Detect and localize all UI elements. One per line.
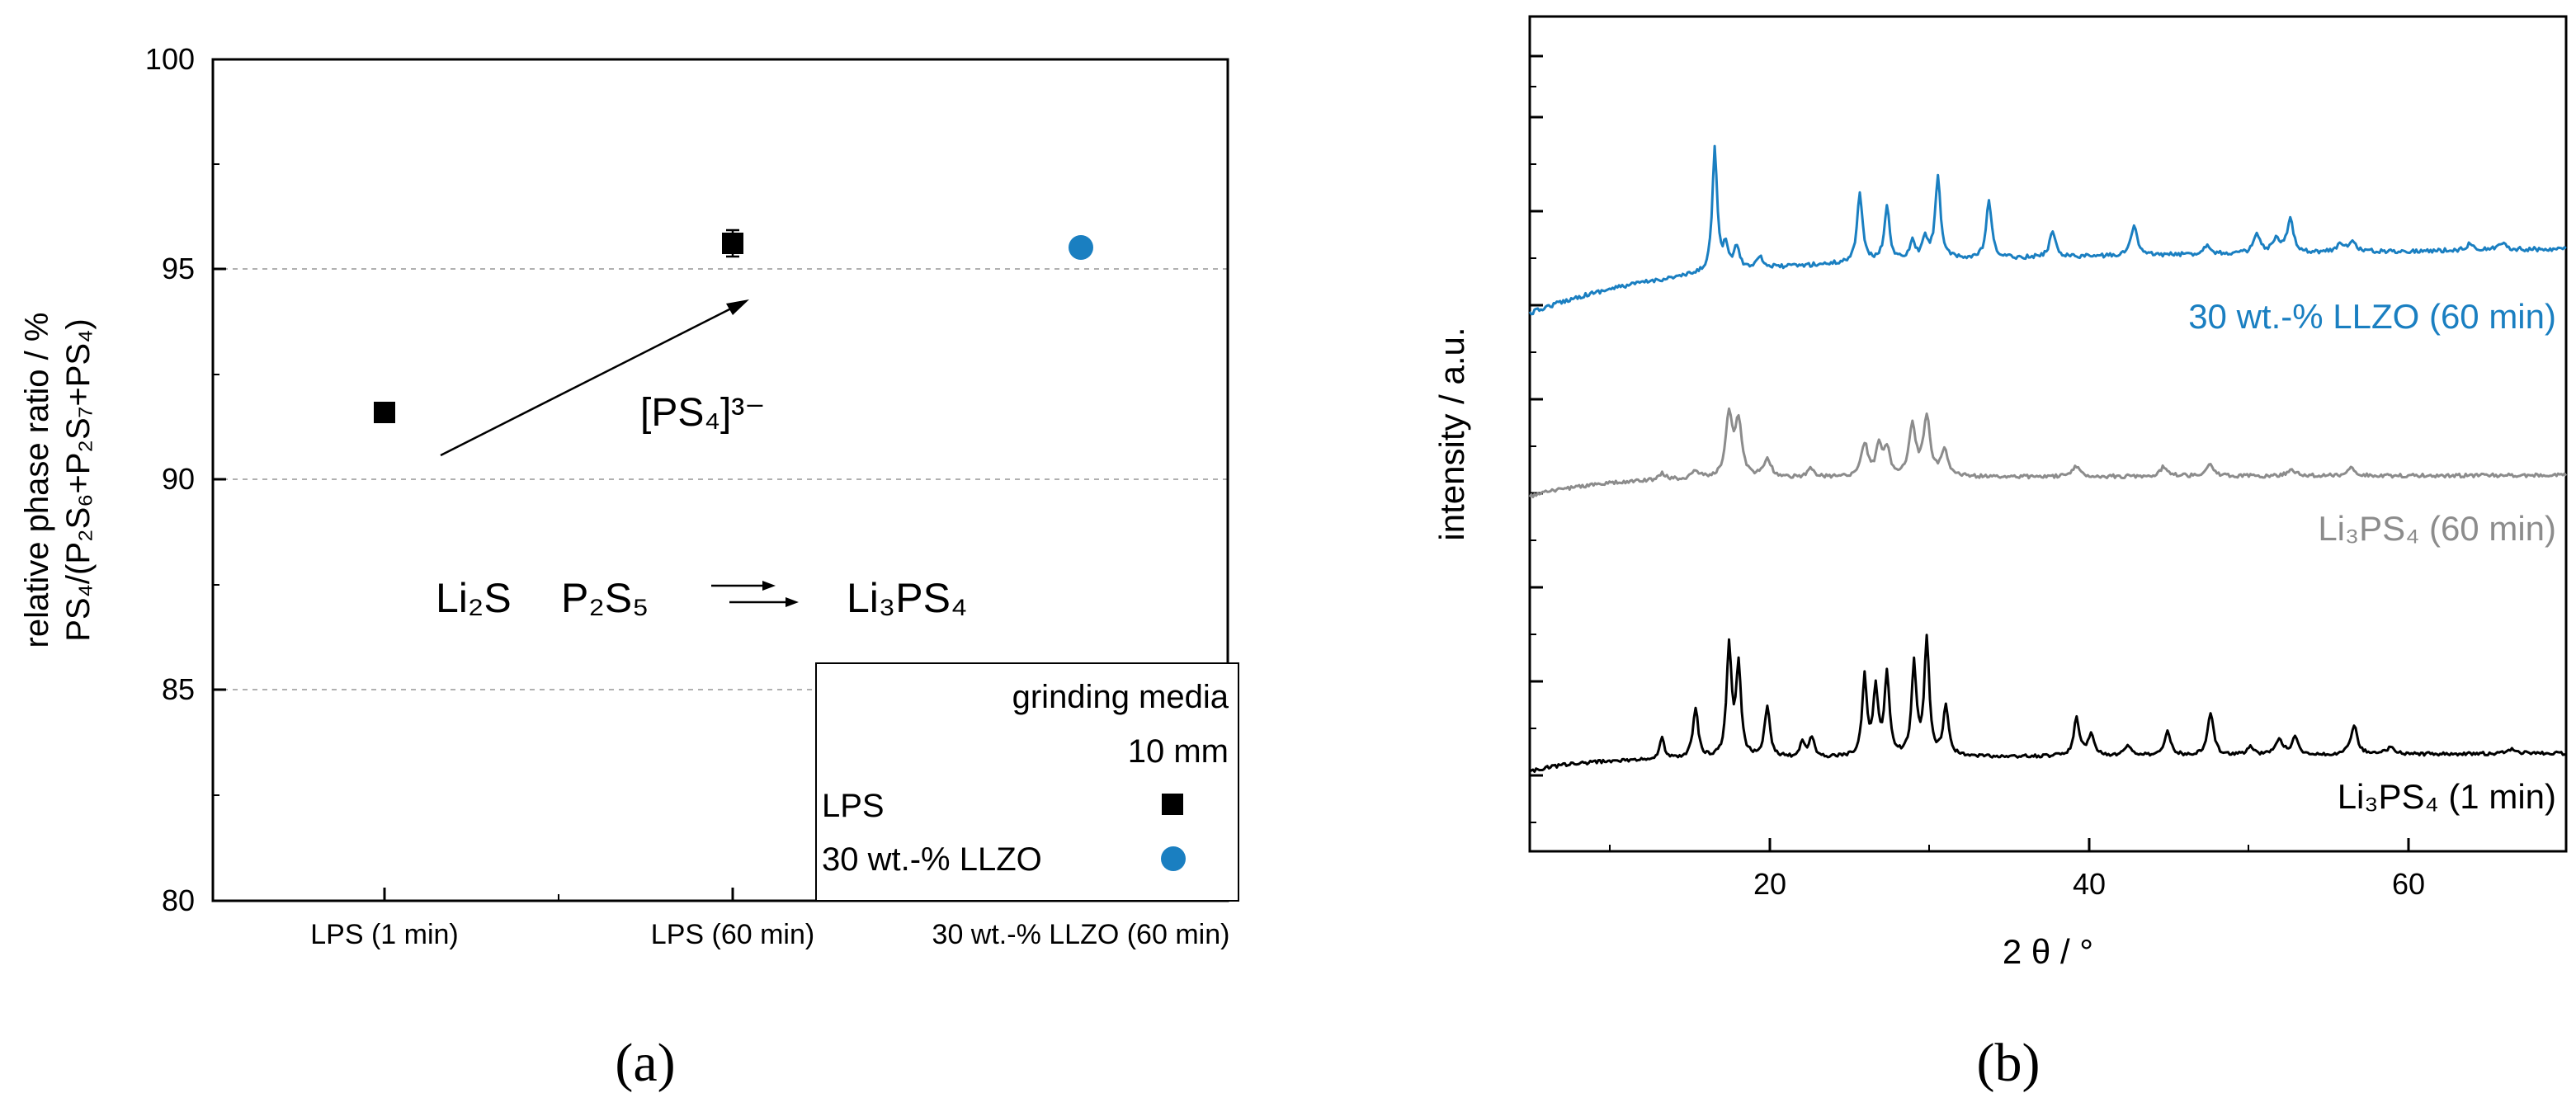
series-line-llzo-60min [1528,144,2567,316]
panel-b: 20 40 60 2 θ / ° intensity / a.u. 30 wt.… [1432,15,2568,971]
x-category-label: LPS (60 min) [651,919,814,950]
reaction-p2s5: P₂S₅ [561,575,649,621]
y-tick-label: 95 [162,252,195,285]
panel-b-x-ticks [1609,838,2410,851]
panel-label-a: (a) [615,1033,675,1093]
x-category-label: LPS (1 min) [310,919,459,950]
legend-item-llzo: 30 wt.-% LLZO [822,841,1042,878]
panel-b-y-ticks [1530,54,1543,777]
series-line-li3ps4-1min [1529,634,2567,773]
series-label-li3ps4-60min: Li₃PS₄ (60 min) [2318,509,2556,548]
x-axis-title: 2 θ / ° [2003,932,2093,971]
data-point-llzo-60min [1069,235,1093,260]
legend-marker-square [1162,794,1183,815]
data-point-lps-60min [722,233,743,254]
y-axis-title-line2: PS₄/(P₂S₆+P₂S₇+PS₄) [60,318,97,642]
reaction-arrow [440,299,749,457]
panel-a-x-axis: LPS (1 min) LPS (60 min) 30 wt.-% LLZO (… [310,888,1229,950]
y-axis-title-line1: relative phase ratio / % [19,313,55,648]
panel-label-b: (b) [1977,1033,2041,1093]
x-tick-label: 20 [1753,867,1786,901]
xrd-patterns [1528,144,2568,773]
data-point-lps-1min [374,402,395,423]
y-axis-title: intensity / a.u. [1432,327,1471,540]
panel-b-y-minor-ticks [1530,86,1536,823]
series-label-llzo-60min: 30 wt.-% LLZO (60 min) [2188,297,2556,336]
panel-a-grid [213,268,1228,690]
y-tick-label: 100 [145,42,195,76]
y-tick-label: 80 [162,883,195,917]
panel-a-points [374,228,1093,423]
panel-a: 80 85 90 95 100 LPS (1 min) LPS (60 min)… [19,42,1239,950]
x-category-label: 30 wt.-% LLZO (60 min) [932,919,1230,950]
series-line-li3ps4-60min [1528,407,2568,499]
legend-item-lps: LPS [822,788,885,824]
x-tick-label: 60 [2392,867,2425,901]
panel-a-y-axis: 80 85 90 95 100 [145,42,226,917]
arrow-label-ps4: [PS₄]³⁻ [640,391,766,435]
x-tick-label: 40 [2073,867,2106,901]
panel-b-frame [1528,15,2568,853]
y-tick-label: 90 [162,462,195,496]
legend: grinding media 10 mm LPS 30 wt.-% LLZO [815,662,1239,902]
y-tick-label: 85 [162,672,195,706]
legend-subtitle: 10 mm [1128,733,1229,770]
series-label-li3ps4-1min: Li₃PS₄ (1 min) [2338,777,2556,816]
legend-marker-circle [1161,846,1186,871]
reaction-li3ps4: Li₃PS₄ [847,575,967,621]
equilibrium-arrows [711,581,799,607]
legend-title: grinding media [1012,679,1229,715]
reaction-li2s: Li₂S [436,575,512,621]
